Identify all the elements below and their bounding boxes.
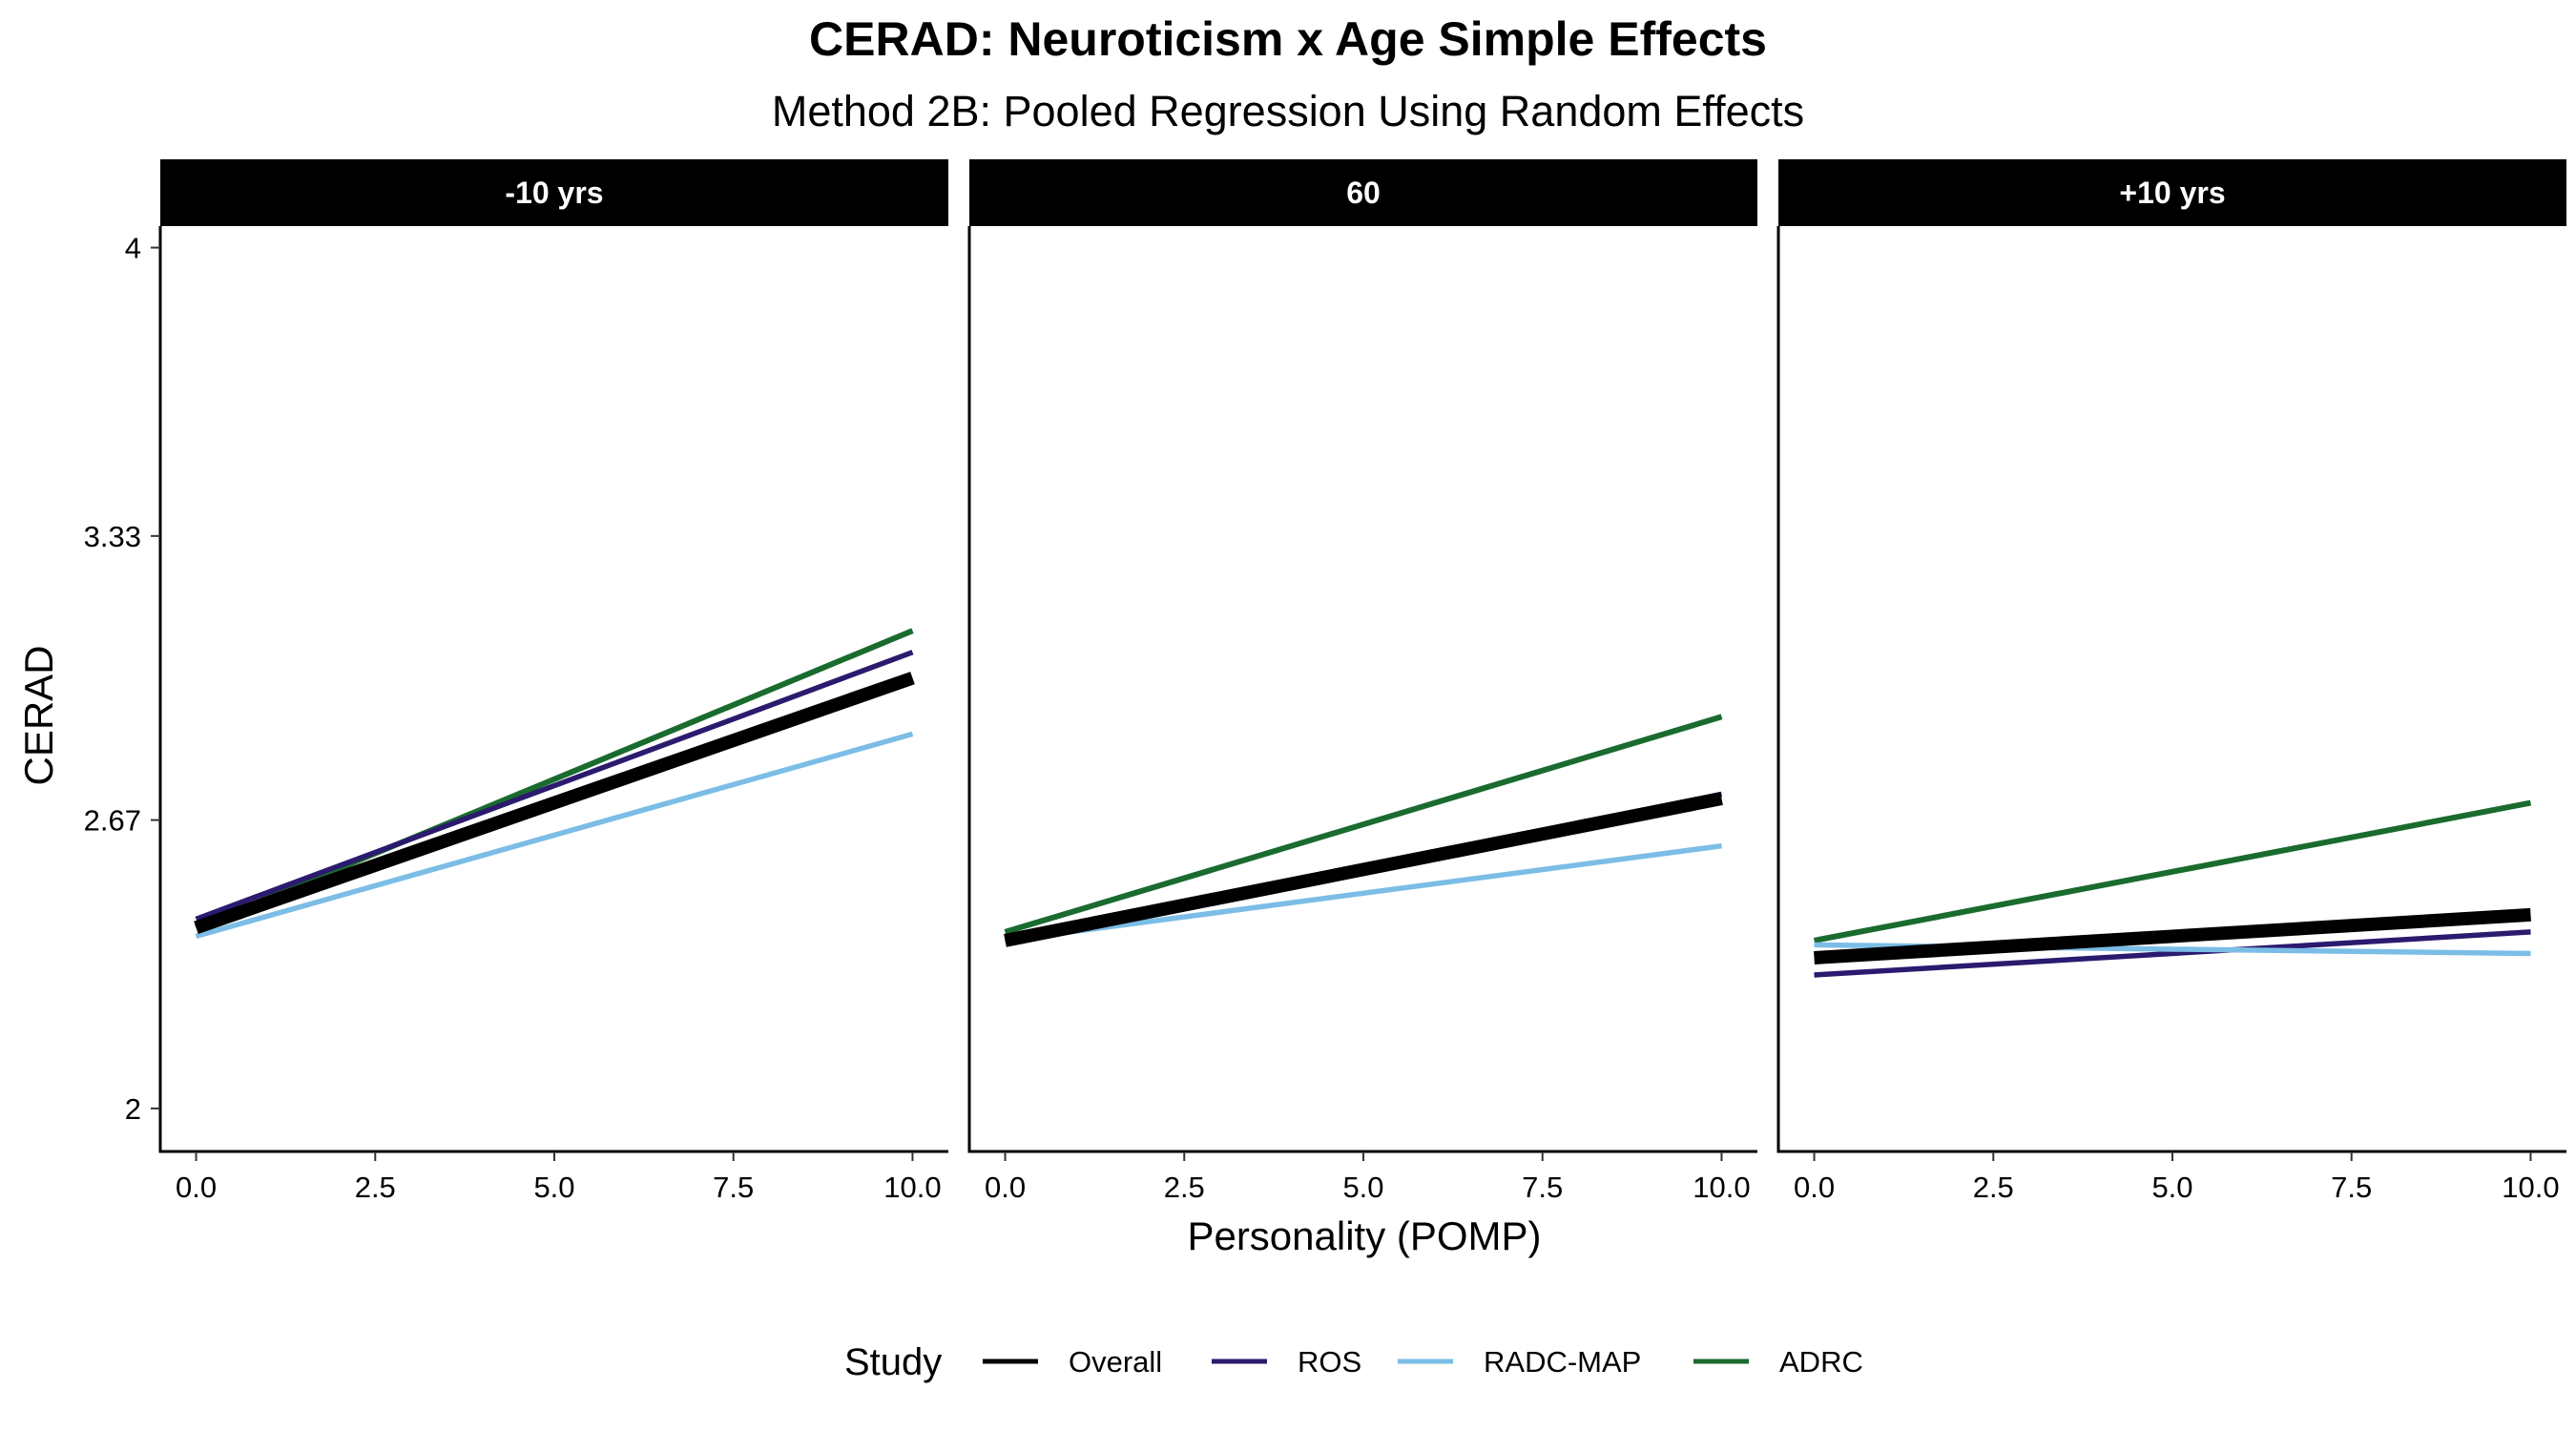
series-line-radc-map [195, 731, 914, 940]
legend-item-ros: ROS [1212, 1345, 1361, 1379]
y-tick-label: 2.67 [84, 804, 141, 838]
panel-strip-label: -10 yrs [505, 176, 603, 210]
legend-item-radc-map: RADC-MAP [1398, 1345, 1641, 1379]
panels: -10 yrs 0.0 2.5 5.0 7.5 10.0 2 2.67 3.33 4 60 0.0 2.… [84, 159, 2566, 1204]
y-tick-label: 3.33 [84, 520, 141, 553]
legend-title: Study [844, 1341, 942, 1383]
panel-strip-label: +10 yrs [2119, 176, 2225, 210]
series-line-ros [195, 650, 914, 922]
legend-label: ADRC [1779, 1345, 1863, 1379]
panel-series [1813, 799, 2532, 978]
x-tick-label: 2.5 [1164, 1171, 1205, 1204]
y-tick-label: 2 [125, 1092, 141, 1126]
series-line-radc-map [1005, 842, 1722, 944]
x-tick-label: 10.0 [1693, 1171, 1750, 1204]
chart-title: CERAD: Neuroticism x Age Simple Effects [809, 12, 1767, 66]
x-tick-label: 2.5 [1973, 1171, 2014, 1204]
x-tick-label: 2.5 [355, 1171, 396, 1204]
x-tick-label: 5.0 [533, 1171, 574, 1204]
series-line-overall [1814, 907, 2531, 964]
legend: Study Overall ROS RADC-MAP ADRC [844, 1341, 1863, 1383]
panel-strip-label: 60 [1346, 176, 1381, 210]
chart-subtitle: Method 2B: Pooled Regression Using Rando… [772, 87, 1804, 135]
x-tick-label: 10.0 [2502, 1171, 2559, 1204]
series-line-overall [1004, 792, 1723, 947]
legend-item-adrc: ADRC [1693, 1345, 1863, 1379]
legend-item-overall: Overall [983, 1345, 1162, 1379]
x-axis-title: Personality (POMP) [1187, 1213, 1541, 1258]
panel-strip [1778, 159, 2566, 226]
x-tick-label: 5.0 [2151, 1171, 2192, 1204]
series-line-ros [1814, 929, 2531, 978]
panel-strip [160, 159, 948, 226]
legend-label: Overall [1069, 1345, 1162, 1379]
series-line-adrc [1004, 714, 1723, 935]
series-line-overall [194, 672, 915, 935]
x-tick-label: 5.0 [1342, 1171, 1383, 1204]
panel-1: -10 yrs 0.0 2.5 5.0 7.5 10.0 2 2.67 3.33 4 [84, 159, 948, 1204]
panel-series [1004, 714, 1723, 947]
x-tick-label: 7.5 [1522, 1171, 1563, 1204]
panel-2: 60 0.0 2.5 5.0 7.5 10.0 [967, 159, 1757, 1204]
x-tick-label: 7.5 [2331, 1171, 2372, 1204]
series-line-adrc [195, 628, 914, 931]
panel-3: +10 yrs 0.0 2.5 5.0 7.5 10.0 [1776, 159, 2566, 1204]
panel-strip [969, 159, 1757, 226]
x-tick-label: 10.0 [883, 1171, 941, 1204]
series-line-adrc [1813, 799, 2532, 944]
legend-label: ROS [1298, 1345, 1361, 1379]
x-tick-label: 0.0 [1794, 1171, 1835, 1204]
x-tick-label: 7.5 [713, 1171, 754, 1204]
legend-label: RADC-MAP [1484, 1345, 1641, 1379]
y-tick-label: 4 [125, 232, 141, 265]
x-tick-label: 0.0 [985, 1171, 1026, 1204]
panel-series [194, 628, 915, 940]
x-tick-label: 0.0 [176, 1171, 217, 1204]
y-axis-title: CERAD [16, 645, 61, 785]
